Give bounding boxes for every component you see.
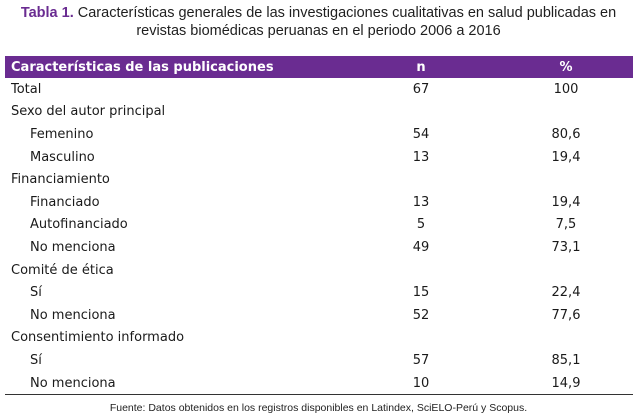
row-pct (499, 168, 633, 191)
table-row: Consentimiento informado (5, 327, 633, 350)
table-row: Financiamiento (5, 168, 633, 191)
row-pct: 14,9 (499, 371, 633, 396)
row-label: Comité de ética (11, 262, 114, 278)
caption-text-1: Características generales de las investi… (77, 5, 617, 21)
table-row: No menciona 52 77,6 (5, 304, 633, 327)
row-n: 10 (343, 371, 499, 396)
header-n: n (416, 59, 426, 75)
row-label: Femenino (30, 126, 94, 142)
table-row: Autofinanciado 5 7,5 (5, 214, 633, 237)
row-n: 49 (412, 239, 430, 255)
row-label: Sí (30, 285, 42, 301)
row-pct (499, 101, 633, 124)
row-pct (499, 327, 633, 350)
row-label: Masculino (30, 149, 95, 165)
caption-label: Tabla 1. (20, 5, 74, 21)
row-label: Consentimiento informado (11, 330, 185, 346)
row-label: No menciona (5, 371, 343, 396)
characteristics-table: Características de las publicaciones n %… (5, 56, 633, 396)
table-caption: Tabla 1. Características generales de la… (0, 4, 637, 40)
row-pct: 85,1 (551, 352, 581, 368)
row-label: Sí (30, 352, 42, 368)
header-characteristic: Características de las publicaciones (11, 59, 274, 75)
row-n: 13 (412, 149, 430, 165)
row-n: 15 (412, 285, 430, 301)
row-pct: 19,4 (551, 194, 581, 210)
table-row: No menciona 49 73,1 (5, 236, 633, 259)
table-row: Masculino 13 19,4 (5, 146, 633, 169)
row-pct: 19,4 (551, 149, 581, 165)
table-header-row: Características de las publicaciones n % (5, 56, 633, 78)
row-n (343, 101, 499, 124)
row-label: Financiamiento (11, 172, 110, 188)
row-label: Total (11, 81, 42, 97)
row-label: No menciona (30, 239, 116, 255)
row-n: 67 (412, 81, 430, 97)
row-n: 54 (412, 126, 430, 142)
table-container: Características de las publicaciones n %… (5, 56, 633, 396)
table-row: Femenino 54 80,6 (5, 123, 633, 146)
row-n: 5 (416, 217, 426, 233)
row-n (343, 259, 499, 282)
row-n: 13 (412, 194, 430, 210)
row-label: Autofinanciado (30, 217, 128, 233)
table-row: Sexo del autor principal (5, 101, 633, 124)
header-pct: % (559, 59, 573, 75)
row-label: Financiado (30, 194, 100, 210)
row-pct: 22,4 (551, 285, 581, 301)
row-n (343, 327, 499, 350)
caption-line-1: Tabla 1. Características generales de la… (0, 4, 637, 22)
table-row: Comité de ética (5, 259, 633, 282)
row-pct: 100 (553, 81, 579, 97)
row-pct: 80,6 (551, 126, 581, 142)
row-n: 52 (412, 307, 430, 323)
table-row: Total 67 100 (5, 78, 633, 101)
table-row: Sí 57 85,1 (5, 349, 633, 372)
row-pct: 77,6 (551, 307, 581, 323)
table-row: No menciona 10 14,9 (5, 371, 633, 396)
row-label: No menciona (30, 307, 116, 323)
caption-text-2: revistas biomédicas peruanas en el perio… (136, 23, 501, 39)
row-label: Sexo del autor principal (11, 104, 166, 120)
row-n (343, 168, 499, 191)
row-pct: 7,5 (555, 217, 577, 233)
row-pct: 73,1 (551, 239, 581, 255)
table-row: Sí 15 22,4 (5, 281, 633, 304)
row-n: 57 (412, 352, 430, 368)
source-footnote: Fuente: Datos obtenidos en los registros… (109, 402, 528, 414)
table-row: Financiado 13 19,4 (5, 191, 633, 214)
row-pct (499, 259, 633, 282)
